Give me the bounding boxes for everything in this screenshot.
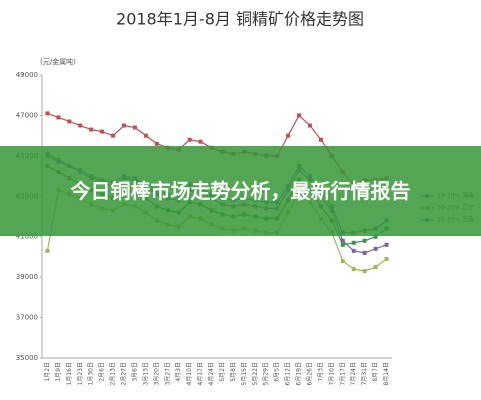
point xyxy=(384,256,389,261)
x-tick-label: 4月24日 xyxy=(208,362,215,385)
x-tick-label: 5月8日 xyxy=(230,362,237,382)
x-tick-label: 5月15日 xyxy=(241,362,248,385)
x-tick-label: 1月30日 xyxy=(88,362,95,385)
point xyxy=(56,115,61,120)
point xyxy=(111,133,116,138)
x-tick-label: 2月27日 xyxy=(121,362,128,385)
point xyxy=(297,113,302,118)
x-tick-label: 2月13日 xyxy=(110,362,117,385)
point xyxy=(89,127,94,132)
point xyxy=(318,137,323,142)
x-tick-label: 7月3日 xyxy=(317,362,324,382)
y-tick-label: 35000 xyxy=(16,354,38,362)
x-tick-label: 3月27日 xyxy=(164,362,171,385)
point xyxy=(67,119,72,124)
y-tick-label: 39000 xyxy=(16,273,38,281)
y-tick-label: 49000 xyxy=(16,71,38,79)
point xyxy=(78,123,83,128)
y-tick-label: 47000 xyxy=(16,111,38,119)
x-tick-label: 7月17日 xyxy=(339,362,346,385)
point xyxy=(373,265,378,270)
x-tick-label: 6月12日 xyxy=(285,362,292,385)
point xyxy=(187,137,192,142)
point xyxy=(340,258,345,263)
point xyxy=(286,133,291,138)
x-tick-label: 4月3日 xyxy=(175,362,182,382)
x-tick-label: 5月2日 xyxy=(219,362,226,382)
x-tick-label: 6月19日 xyxy=(296,362,303,385)
x-tick-label: 1月16日 xyxy=(66,362,73,385)
x-tick-label: 1月23日 xyxy=(77,362,84,385)
point xyxy=(340,238,345,243)
point xyxy=(100,129,105,134)
point xyxy=(154,141,159,146)
x-tick-label: 6月26日 xyxy=(306,362,313,385)
y-axis-label: (元/金属吨) xyxy=(40,57,76,66)
x-tick-label: 4月17日 xyxy=(197,362,204,385)
point xyxy=(45,248,50,253)
banner: 今日铜棒市场走势分析，最新行情报告 xyxy=(0,146,481,236)
chart-title: 2018年1月-8月 铜精矿价格走势图 xyxy=(116,10,364,29)
banner-title: 今日铜棒市场走势分析，最新行情报告 xyxy=(70,179,411,203)
point xyxy=(362,269,367,274)
point xyxy=(45,111,50,116)
point xyxy=(340,242,345,247)
x-tick-label: 8月14日 xyxy=(383,362,390,385)
y-tick-label: 37000 xyxy=(16,314,38,322)
point xyxy=(307,123,312,128)
x-tick-label: 7月24日 xyxy=(350,362,357,385)
point xyxy=(143,133,148,138)
point xyxy=(362,250,367,255)
x-tick-label: 1月2日 xyxy=(44,362,51,382)
point xyxy=(384,242,389,247)
x-tick-label: 2月6日 xyxy=(99,362,106,382)
x-tick-label: 3月6日 xyxy=(131,362,138,382)
x-tick-label: 4月10日 xyxy=(186,362,193,385)
x-tick-label: 7月10日 xyxy=(328,362,335,385)
x-tick-label: 6月5日 xyxy=(274,362,281,382)
x-tick-label: 8月7日 xyxy=(372,362,379,382)
x-tick-label: 7月31日 xyxy=(361,362,368,385)
x-tick-label: 3月20日 xyxy=(153,362,160,385)
x-tick-label: 3月13日 xyxy=(142,362,149,385)
point xyxy=(373,246,378,251)
point xyxy=(373,234,378,239)
point xyxy=(132,125,137,130)
y-tick-label: 41000 xyxy=(16,233,38,241)
x-tick-label: 5月29日 xyxy=(263,362,270,385)
point xyxy=(198,139,203,144)
x-tick-label: 5月22日 xyxy=(252,362,259,385)
point xyxy=(362,238,367,243)
point xyxy=(351,240,356,245)
point xyxy=(351,267,356,272)
point xyxy=(122,123,127,128)
x-tick-label: 1月9日 xyxy=(55,362,62,382)
point xyxy=(351,248,356,253)
